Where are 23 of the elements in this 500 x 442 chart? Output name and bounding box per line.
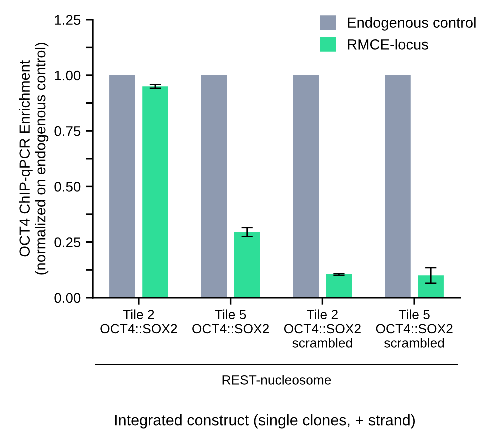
y-axis-title: OCT4 ChIP-qPCR Enrichment (normalized on endogenous control)	[19, 43, 49, 275]
x-tick-label: Tile 5 OCT4::SOX2	[192, 310, 270, 334]
y-tick-label: 0.25	[54, 238, 81, 248]
legend-label: RMCE-locus	[348, 39, 428, 50]
x-tick-label: Tile 2 OCT4::SOX2	[100, 310, 178, 334]
bar	[234, 232, 260, 298]
bar	[326, 274, 352, 298]
bar	[110, 75, 136, 298]
y-tick-label: 0.00	[54, 293, 81, 304]
bar	[385, 75, 411, 298]
legend-label: Endogenous control	[348, 17, 476, 31]
y-tick-label: 0.75	[54, 126, 81, 136]
y-tick-label: 1.25	[55, 15, 81, 26]
y-tick-label: 1.00	[55, 70, 81, 81]
text: REST-nucleosome	[222, 375, 332, 385]
bar	[142, 86, 168, 298]
bar	[293, 75, 320, 298]
y-tick-label: 0.50	[54, 182, 81, 192]
bar	[418, 276, 444, 298]
bar	[201, 75, 228, 298]
x-axis-title: Integrated construct (single clones, + strand)	[115, 414, 416, 429]
x-tick-label: Tile 5 OCT4::SOX2 scrambled	[376, 310, 453, 348]
x-tick-label: Tile 2 OCT4::SOX2 scrambled	[284, 310, 361, 348]
